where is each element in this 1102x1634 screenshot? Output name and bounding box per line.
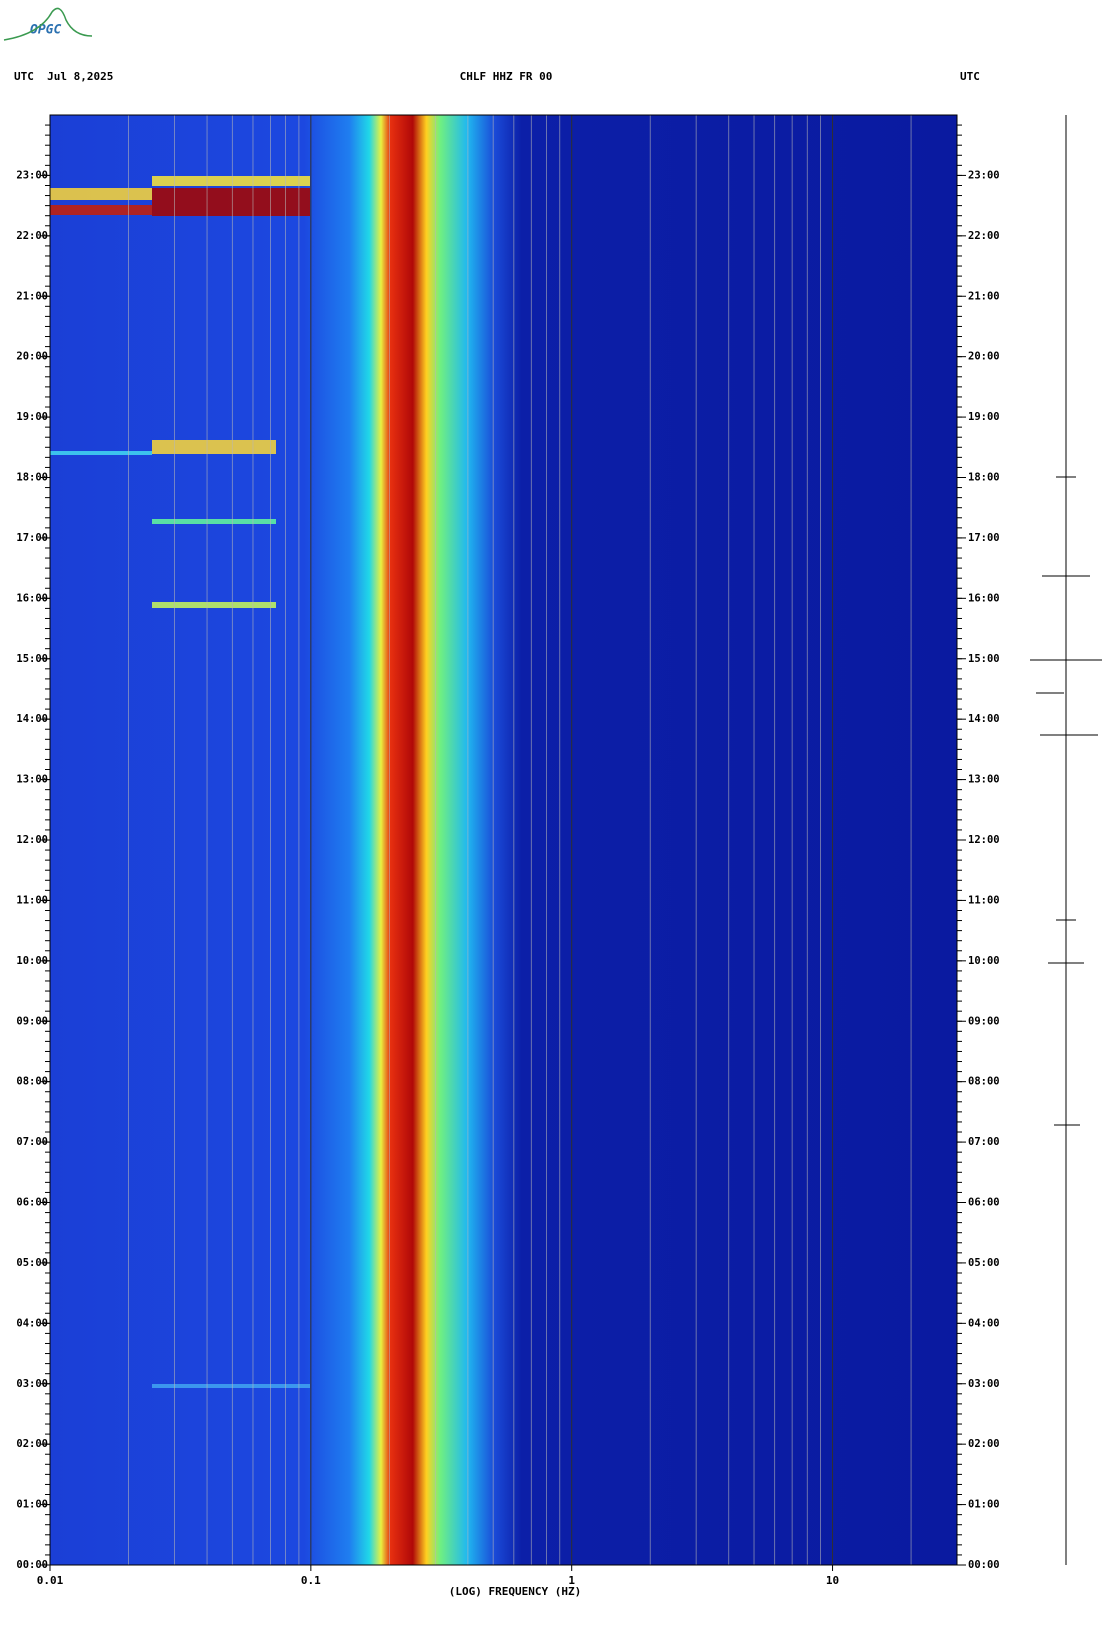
left-header: UTC Jul 8,2025 [14,70,113,83]
y-tick-label: 11:00 [16,894,48,906]
x-tick-label: 0.01 [37,1574,64,1587]
y-tick-label: 21:00 [16,290,48,302]
y-tick-label: 12:00 [16,834,48,846]
chart-title: CHLF HHZ FR 00 [460,70,553,83]
y-tick-label: 08:00 [968,1076,1000,1088]
y-tick-label: 16:00 [968,592,1000,604]
event [152,188,310,216]
y-tick-label: 23:00 [16,169,48,181]
y-tick-label: 01:00 [968,1499,1000,1511]
events [50,176,310,1388]
logo: OPGC [30,23,61,38]
y-tick-label: 04:00 [16,1317,48,1329]
y-tick-label: 13:00 [16,774,48,786]
right-header: UTC [960,70,980,83]
event [50,188,152,200]
y-tick-label: 06:00 [968,1197,1000,1209]
y-tick-label: 18:00 [968,472,1000,484]
plot-frame [49,114,958,1566]
y-tick-label: 09:00 [16,1015,48,1027]
y-tick-label: 14:00 [16,713,48,725]
y-tick-label: 02:00 [16,1438,48,1450]
y-tick-label: 03:00 [968,1378,1000,1390]
y-tick-label: 20:00 [968,351,1000,363]
seismogram [1030,115,1102,1565]
event [152,176,310,186]
y-tick-label: 23:00 [968,169,1000,181]
x-tick-label: 10 [826,1574,839,1587]
y-tick-label: 07:00 [968,1136,1000,1148]
y-tick-label: 19:00 [968,411,1000,423]
y-tick-label: 22:00 [968,230,1000,242]
event [152,602,276,608]
spectrogram [50,115,957,1565]
event [152,519,276,524]
y-tick-label: 06:00 [16,1197,48,1209]
y-tick-label: 20:00 [16,351,48,363]
event [152,1384,310,1388]
y-tick-label: 11:00 [968,894,1000,906]
y-tick-label: 17:00 [968,532,1000,544]
y-tick-label: 19:00 [16,411,48,423]
y-tick-label: 07:00 [16,1136,48,1148]
y-tick-label: 01:00 [16,1499,48,1511]
y-tick-label: 00:00 [968,1559,1000,1571]
y-tick-label: 21:00 [968,290,1000,302]
y-tick-label: 12:00 [968,834,1000,846]
x-tick-label: 1 [568,1574,575,1587]
y-tick-label: 05:00 [16,1257,48,1269]
y-tick-label: 16:00 [16,592,48,604]
y-tick-label: 15:00 [16,653,48,665]
y-tick-label: 17:00 [16,532,48,544]
y-tick-label: 15:00 [968,653,1000,665]
y-tick-label: 22:00 [16,230,48,242]
y-tick-label: 00:00 [16,1559,48,1571]
y-tick-label: 18:00 [16,472,48,484]
event [152,440,276,454]
y-tick-label: 03:00 [16,1378,48,1390]
event [50,451,152,455]
y-tick-label: 09:00 [968,1015,1000,1027]
y-tick-label: 02:00 [968,1438,1000,1450]
y-tick-label: 13:00 [968,774,1000,786]
y-tick-label: 10:00 [968,955,1000,967]
y-tick-label: 10:00 [16,955,48,967]
y-tick-label: 14:00 [968,713,1000,725]
logo-mark [3,7,93,41]
x-axis-label: (LOG) FREQUENCY (HZ) [449,1585,581,1598]
x-tick-label: 0.1 [301,1574,321,1587]
y-tick-label: 05:00 [968,1257,1000,1269]
y-tick-label: 04:00 [968,1317,1000,1329]
y-tick-label: 08:00 [16,1076,48,1088]
